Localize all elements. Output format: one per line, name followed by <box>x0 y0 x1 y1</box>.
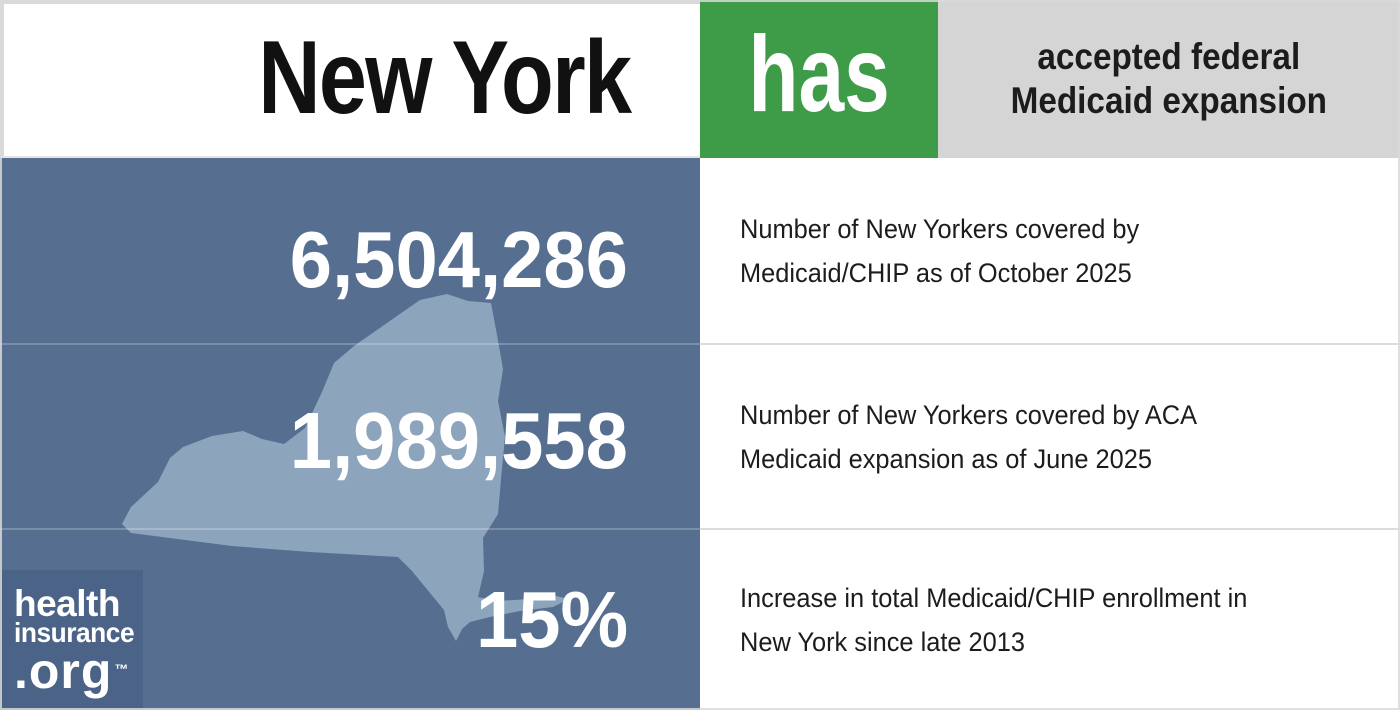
header-verb-section: has <box>700 0 938 158</box>
stat-description-medicaid-chip: Number of New Yorkers covered by Medicai… <box>740 214 1140 288</box>
state-stats-panel: 6,504,286 1,989,558 15% health insurance… <box>0 158 700 710</box>
row-divider <box>700 528 1400 530</box>
stat-description-row: Increase in total Medicaid/CHIP enrollme… <box>700 529 1400 710</box>
stat-description-aca-expansion: Number of New Yorkers covered by ACA Med… <box>740 399 1198 474</box>
stat-description-row: Number of New Yorkers covered by ACA Med… <box>700 344 1400 529</box>
stat-description-enrollment-increase: Increase in total Medicaid/CHIP enrollme… <box>740 582 1248 657</box>
stat-description-row: Number of New Yorkers covered by Medicai… <box>700 158 1400 344</box>
row-divider <box>700 343 1400 345</box>
stat-value-medicaid-chip: 6,504,286 <box>289 215 628 304</box>
stat-value-aca-expansion: 1,989,558 <box>289 396 628 485</box>
logo-word-org: .org ™ <box>14 643 129 699</box>
descriptions-panel: Number of New Yorkers covered by Medicai… <box>700 158 1400 710</box>
new-york-state-map-icon <box>122 294 569 641</box>
state-name: New York <box>257 20 632 136</box>
logo-word-health: health <box>14 583 120 624</box>
header-status-section: accepted federal Medicaid expansion <box>938 0 1400 158</box>
expansion-verb: has <box>748 13 890 134</box>
trademark-symbol: ™ <box>114 661 129 677</box>
logo-word-insurance: insurance <box>14 617 135 648</box>
row-divider <box>0 343 700 345</box>
healthinsurance-org-logo: health insurance .org ™ <box>0 570 143 710</box>
stat-value-enrollment-increase: 15% <box>475 575 628 664</box>
status-line-2: Medicaid expansion <box>1010 80 1328 121</box>
status-line-1: accepted federal <box>1037 36 1301 77</box>
row-divider <box>0 528 700 530</box>
header-state-section: New York <box>0 0 700 158</box>
header-bar: New York has accepted federal Medicaid e… <box>0 0 1400 158</box>
expansion-status-text: accepted federal Medicaid expansion <box>1011 35 1327 123</box>
